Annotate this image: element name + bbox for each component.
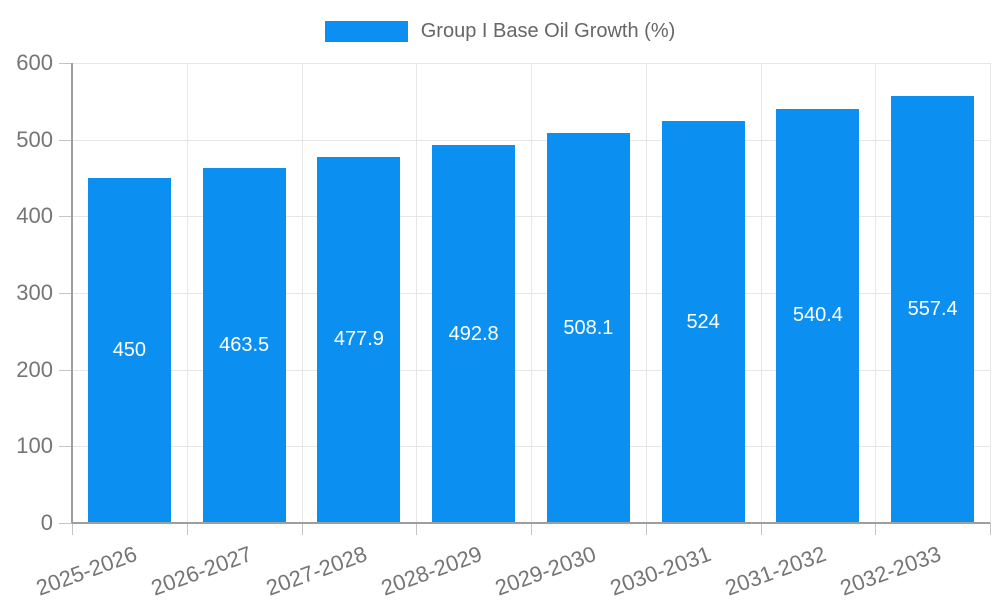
x-tick <box>531 523 532 535</box>
y-axis-tick-label: 500 <box>16 126 53 152</box>
bar[interactable]: 540.4 <box>776 108 860 523</box>
x-gridline <box>875 63 877 523</box>
y-tick <box>59 63 72 64</box>
x-tick <box>990 523 991 535</box>
bar[interactable]: 508.1 <box>546 133 630 523</box>
bar-value-label: 450 <box>112 339 147 361</box>
bar-value-label: 524 <box>686 310 720 333</box>
x-tick <box>301 523 303 535</box>
bar[interactable]: 477.9 <box>317 156 401 523</box>
bar[interactable]: 524 <box>661 121 745 523</box>
y-tick <box>59 139 72 141</box>
y-axis-line <box>71 63 73 523</box>
y-tick <box>59 523 72 524</box>
x-gridline <box>186 63 188 523</box>
y-tick <box>59 446 72 448</box>
x-tick <box>72 523 73 535</box>
legend-label: Group I Base Oil Growth (%) <box>420 20 676 42</box>
y-tick <box>59 216 72 218</box>
bar[interactable]: 557.4 <box>891 95 975 523</box>
x-tick <box>186 523 188 535</box>
y-axis-tick-label: 400 <box>16 203 53 229</box>
x-tick <box>645 523 647 535</box>
y-axis-tick-label: 600 <box>16 50 53 75</box>
legend-swatch-icon <box>324 21 408 42</box>
legend[interactable]: Group I Base Oil Growth (%) <box>0 20 1000 43</box>
x-gridline <box>990 63 991 523</box>
bar-value-label: 477.9 <box>333 328 384 351</box>
y-tick <box>59 293 72 294</box>
bar[interactable]: 463.5 <box>202 167 286 523</box>
bar[interactable]: 450 <box>87 178 171 523</box>
x-gridline <box>760 63 762 523</box>
bar-value-label: 508.1 <box>563 316 614 339</box>
y-axis-tick-label: 100 <box>16 433 53 459</box>
x-gridline <box>645 63 647 523</box>
x-gridline <box>531 63 532 523</box>
y-tick <box>59 369 72 371</box>
x-tick <box>760 523 762 535</box>
bar-value-label: 463.5 <box>219 333 270 356</box>
x-gridline <box>301 63 303 523</box>
y-axis-tick-label: 200 <box>16 356 53 382</box>
x-tick <box>875 523 877 535</box>
y-axis-tick-label: 300 <box>16 280 53 305</box>
bar-value-label: 492.8 <box>448 322 499 345</box>
y-axis-tick-label: 0 <box>40 510 53 535</box>
x-axis-line <box>72 522 990 524</box>
bar[interactable]: 492.8 <box>432 145 516 523</box>
x-tick <box>416 523 418 535</box>
bar-value-label: 540.4 <box>792 304 843 327</box>
plot-area: 0 100 200 300 400 500 600 450 463.5 477.9 492.8 508… <box>16 50 991 600</box>
bar-value-label: 557.4 <box>907 297 958 320</box>
x-gridline <box>416 63 418 523</box>
